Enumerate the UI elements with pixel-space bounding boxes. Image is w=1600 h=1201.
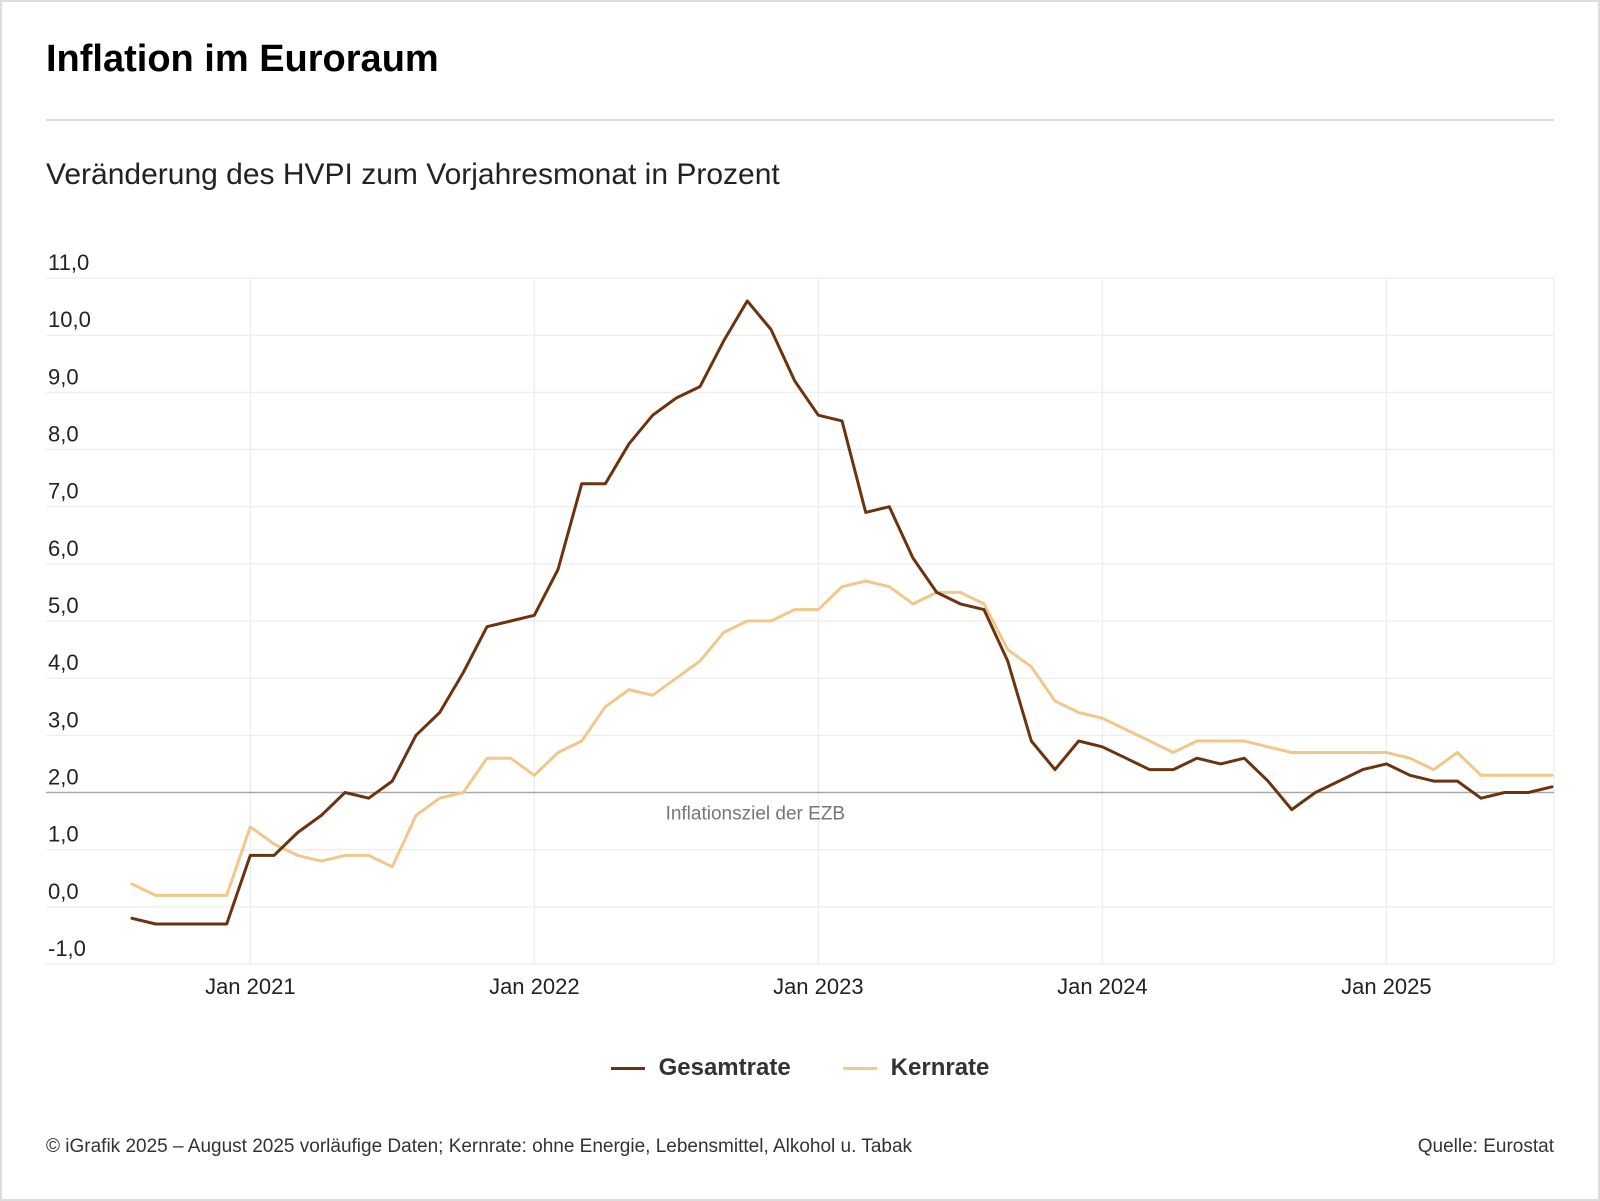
x-tick-label: Jan 2021: [205, 974, 296, 999]
series-line-gesamtrate: [130, 299, 1554, 926]
x-tick-label: Jan 2023: [773, 974, 864, 999]
y-tick-label: 0,0: [48, 879, 79, 904]
legend-item-gesamtrate: Gesamtrate: [610, 1054, 791, 1082]
legend-label-gesamtrate: Gesamtrate: [658, 1054, 791, 1081]
legend-swatch-kernrate: [842, 1066, 877, 1070]
title-divider: [46, 119, 1554, 121]
y-tick-label: 3,0: [48, 707, 79, 732]
y-tick-label: 8,0: [48, 422, 79, 447]
line-chart: 11,0 10,0 9,0 8,0 7,0 6,0 5,0 4,0 3,0 2,0 1,0 0,0 -1…: [46, 250, 1555, 999]
series-line-kernrate: [130, 579, 1554, 897]
chart-title: Inflation im Euroraum: [46, 38, 439, 80]
chart-subtitle: Veränderung des HVPI zum Vorjahresmonat …: [46, 158, 780, 191]
y-tick-label: 1,0: [48, 822, 79, 847]
y-tick-label: 2,0: [48, 765, 79, 790]
y-tick-label: 11,0: [48, 250, 89, 275]
footer-note: © iGrafik 2025 – August 2025 vorläufige …: [46, 1136, 913, 1157]
y-tick-label: 10,0: [48, 307, 91, 332]
y-tick-label: 7,0: [48, 479, 79, 504]
y-tick-label: 5,0: [48, 593, 79, 618]
x-tick-label: Jan 2022: [489, 974, 580, 999]
legend-item-kernrate: Kernrate: [842, 1054, 990, 1082]
x-tick-label: Jan 2025: [1341, 974, 1432, 999]
legend-label-kernrate: Kernrate: [890, 1054, 990, 1081]
y-tick-label: 6,0: [48, 536, 79, 561]
chart-legend: Gesamtrate Kernrate: [0, 1050, 1600, 1086]
y-tick-label: 4,0: [48, 650, 79, 675]
ecb-target-label: Inflationsziel der EZB: [666, 804, 846, 825]
legend-swatch-gesamtrate: [610, 1066, 645, 1070]
y-tick-label: 9,0: [48, 364, 79, 389]
footer-source: Quelle: Eurostat: [1417, 1136, 1554, 1157]
y-tick-label: -1,0: [48, 936, 86, 961]
x-tick-label: Jan 2024: [1057, 974, 1148, 999]
